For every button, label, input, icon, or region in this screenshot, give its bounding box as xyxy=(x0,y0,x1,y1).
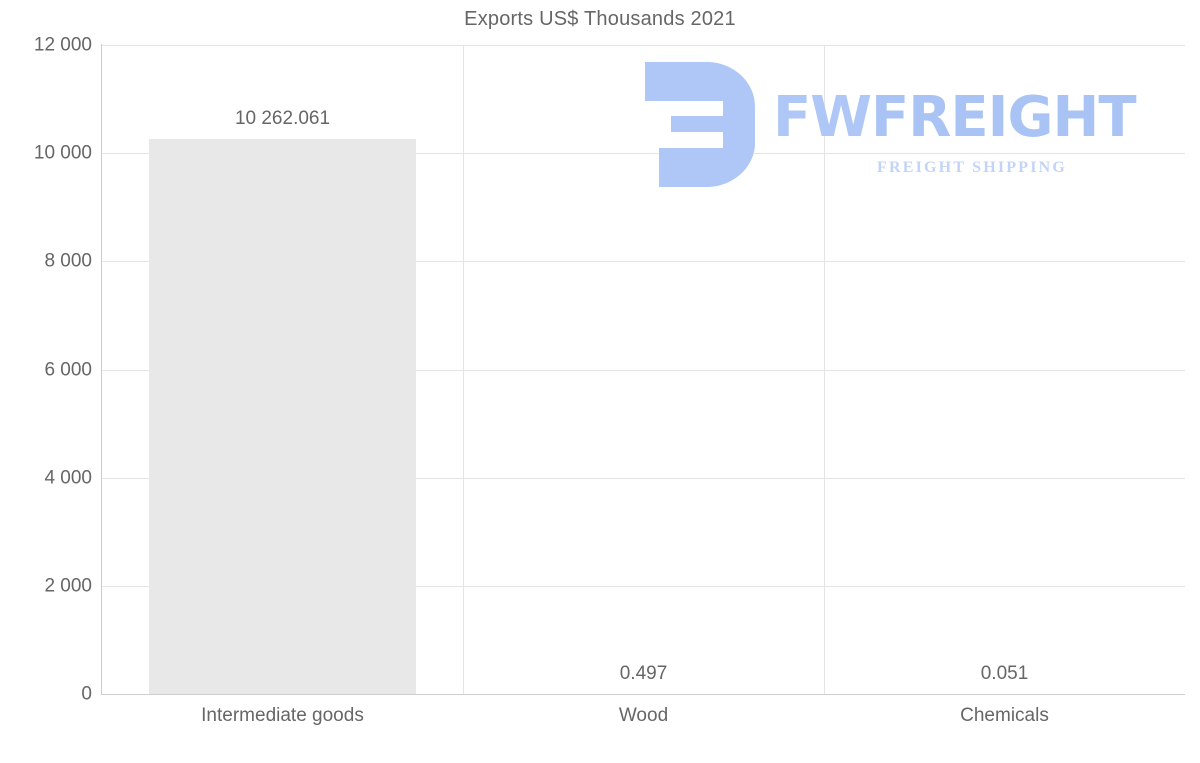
bar-value-label: 0.497 xyxy=(619,662,668,684)
category-divider xyxy=(463,45,464,694)
y-axis-line xyxy=(101,44,102,695)
plot-area xyxy=(102,45,1185,695)
y-axis-tick-label: 6 000 xyxy=(44,359,92,380)
gridline xyxy=(102,694,1185,695)
x-axis-category-label: Chemicals xyxy=(960,705,1049,726)
bar-value-label: 10 262.061 xyxy=(234,107,331,129)
bar xyxy=(148,138,417,694)
y-axis-tick-label: 2 000 xyxy=(44,575,92,597)
x-axis-category-label: Wood xyxy=(618,705,669,726)
chart-title: Exports US$ Thousands 2021 xyxy=(464,8,736,30)
gridline xyxy=(102,261,1185,263)
gridline xyxy=(102,153,1185,155)
category-divider xyxy=(824,45,825,694)
y-axis-tick-label: 0 xyxy=(81,683,92,705)
x-axis-category-label: Intermediate goods xyxy=(201,705,364,726)
y-axis-tick-label: 10 000 xyxy=(33,142,92,164)
gridline xyxy=(102,369,1185,371)
bar-value-label: 0.051 xyxy=(980,662,1029,684)
gridline xyxy=(102,477,1185,479)
y-axis-tick-label: 4 000 xyxy=(44,467,92,489)
gridline xyxy=(102,45,1185,46)
y-axis-tick-label: 8 000 xyxy=(44,250,92,272)
y-axis-tick-label: 12 000 xyxy=(33,34,92,56)
gridline xyxy=(102,585,1185,587)
